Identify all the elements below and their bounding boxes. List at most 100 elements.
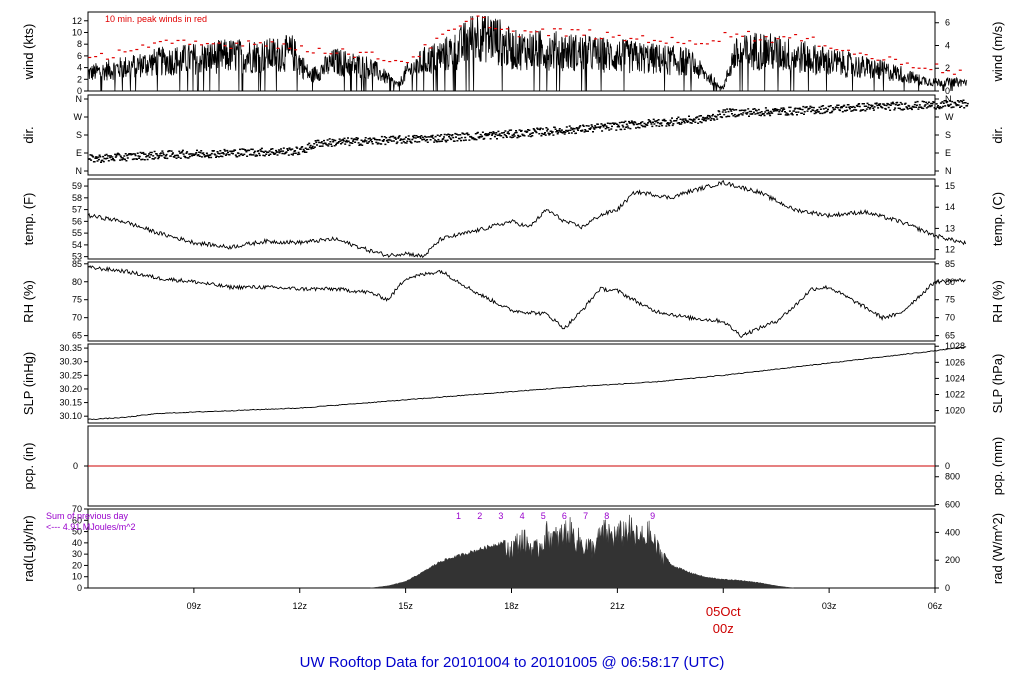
right-tick-label-dir: S — [945, 130, 951, 140]
left-axis-label-rh: RH (%) — [21, 280, 36, 323]
right-tick-label-slp: 1028 — [945, 341, 965, 351]
left-axis-label-wind: wind (kts) — [21, 24, 36, 81]
rad-hour-mark: 1 — [456, 511, 461, 521]
right-axis-label-temp: temp. (C) — [990, 192, 1005, 246]
radiation-area — [370, 514, 794, 589]
date-marker-line1: 05Oct — [706, 604, 741, 619]
right-axis-label-slp: SLP (hPa) — [990, 354, 1005, 414]
rad-sum-line2: <--- 4.91 MJoules/m^2 — [46, 522, 136, 532]
right-tick-label-temp: 12 — [945, 245, 955, 255]
left-tick-label-dir: E — [76, 148, 82, 158]
humidity-line — [87, 265, 966, 338]
left-tick-label-wind: 2 — [77, 74, 82, 84]
left-tick-label-slp: 30.15 — [59, 398, 82, 408]
left-tick-label-dir: N — [76, 166, 83, 176]
left-tick-label-slp: 30.10 — [59, 411, 82, 421]
left-tick-label-temp: 54 — [72, 240, 82, 250]
right-tick-label-rad: 200 — [945, 555, 960, 565]
rad-hour-mark: 8 — [604, 511, 609, 521]
right-axis-label-wind: wind (m/s) — [990, 22, 1005, 83]
left-tick-label-rad: 0 — [77, 583, 82, 593]
right-tick-label-slp: 1026 — [945, 357, 965, 367]
right-tick-label-pcp: 0 — [945, 461, 950, 471]
right-tick-label-rh: 85 — [945, 259, 955, 269]
right-tick-label-slp: 1024 — [945, 373, 965, 383]
right-tick-label-dir: E — [945, 148, 951, 158]
right-tick-label-dir: N — [945, 166, 952, 176]
temperature-line — [87, 180, 967, 259]
right-axis-label-rh: RH (%) — [990, 280, 1005, 323]
wind-peak-note: 10 min. peak winds in red — [105, 14, 207, 24]
pressure-line — [87, 346, 967, 420]
right-tick-label-wind: 6 — [945, 18, 950, 28]
right-tick-label-wind: 2 — [945, 63, 950, 73]
right-tick-label-wind: 4 — [945, 40, 950, 50]
left-tick-label-rad: 60 — [72, 515, 82, 525]
right-tick-label-dir: N — [945, 94, 952, 104]
left-tick-label-temp: 59 — [72, 181, 82, 191]
wind-direction-marks — [88, 99, 969, 163]
left-tick-label-rh: 75 — [72, 295, 82, 305]
rad-hour-mark: 3 — [498, 511, 503, 521]
left-tick-label-wind: 4 — [77, 63, 82, 73]
left-tick-label-rh: 70 — [72, 313, 82, 323]
date-marker-line2: 00z — [713, 621, 734, 636]
left-tick-label-slp: 30.30 — [59, 357, 82, 367]
right-tick-label-rad: 600 — [945, 500, 960, 510]
left-tick-label-dir: S — [76, 130, 82, 140]
left-axis-label-dir: dir. — [21, 126, 36, 143]
right-tick-label-rh: 75 — [945, 295, 955, 305]
left-tick-label-wind: 0 — [77, 86, 82, 96]
chart-layer: wind (kts) wind (m/s) dir. dir. temp. (F) tem… — [21, 11, 1005, 636]
rad-hour-mark: 7 — [583, 511, 588, 521]
x-tick-label: 21z — [610, 601, 625, 611]
left-axis-label-slp: SLP (inHg) — [21, 352, 36, 415]
right-tick-label-rad: 400 — [945, 527, 960, 537]
left-tick-label-dir: N — [76, 94, 83, 104]
left-tick-label-temp: 57 — [72, 205, 82, 215]
left-tick-label-rad: 20 — [72, 560, 82, 570]
rad-hour-mark: 4 — [520, 511, 525, 521]
x-tick-label: 18z — [504, 601, 519, 611]
left-tick-label-slp: 30.25 — [59, 370, 82, 380]
left-tick-label-rh: 80 — [72, 277, 82, 287]
right-axis-label-dir: dir. — [990, 126, 1005, 143]
rad-hour-mark: 6 — [562, 511, 567, 521]
x-tick-label: 12z — [292, 601, 307, 611]
right-tick-label-rh: 80 — [945, 277, 955, 287]
left-tick-label-rh: 85 — [72, 259, 82, 269]
right-axis-label-pcp: pcp. (mm) — [990, 437, 1005, 496]
right-tick-label-temp: 13 — [945, 223, 955, 233]
rad-sum-line1: Sum of previous day — [46, 511, 129, 521]
right-tick-label-slp: 1022 — [945, 389, 965, 399]
chart-title: UW Rooftop Data for 20101004 to 20101005… — [300, 654, 725, 671]
left-tick-label-temp: 55 — [72, 228, 82, 238]
x-tick-label: 03z — [822, 601, 837, 611]
panel-frame-wind — [87, 11, 936, 92]
right-tick-label-rad: 800 — [945, 472, 960, 482]
left-tick-label-dir: W — [74, 112, 83, 122]
right-axis-label-rad: rad (W/m^2) — [990, 513, 1005, 584]
right-tick-label-rh: 65 — [945, 331, 955, 341]
left-tick-label-rad: 40 — [72, 538, 82, 548]
left-axis-label-temp: temp. (F) — [21, 193, 36, 246]
left-tick-label-wind: 6 — [77, 51, 82, 61]
rad-hour-mark: 5 — [541, 511, 546, 521]
right-tick-label-wind: 0 — [945, 86, 950, 96]
rad-hour-mark: 2 — [477, 511, 482, 521]
left-tick-label-pcp: 0 — [73, 461, 78, 471]
left-tick-label-rh: 65 — [72, 331, 82, 341]
left-tick-label-rad: 50 — [72, 527, 82, 537]
left-axis-label-rad: rad(Lgly/hr) — [21, 515, 36, 581]
x-tick-label: 06z — [928, 601, 943, 611]
panel-frame-temp — [87, 178, 936, 260]
rad-hour-mark: 9 — [650, 511, 655, 521]
right-tick-label-slp: 1020 — [945, 406, 965, 416]
panel-frame-rh — [87, 261, 936, 342]
left-tick-label-slp: 30.20 — [59, 384, 82, 394]
wind-speed-line — [87, 16, 968, 92]
left-tick-label-wind: 10 — [72, 27, 82, 37]
left-tick-label-rad: 10 — [72, 572, 82, 582]
right-tick-label-temp: 14 — [945, 202, 955, 212]
